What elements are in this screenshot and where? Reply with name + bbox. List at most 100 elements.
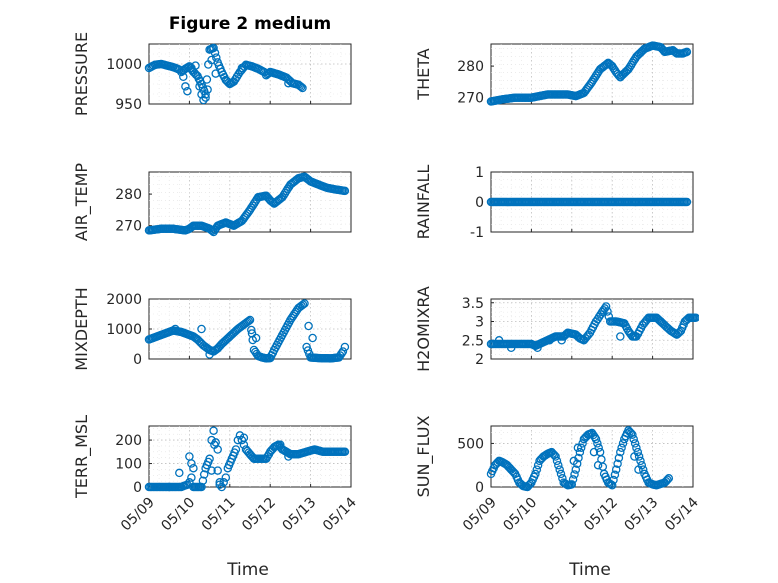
data-point	[340, 447, 350, 457]
data-point	[211, 69, 220, 78]
data-point	[191, 61, 200, 70]
y-tick-label: 2	[475, 352, 484, 368]
data-point	[268, 198, 278, 207]
x-tick-label: 05/14	[320, 494, 360, 534]
series-mixdepth	[144, 299, 350, 363]
data-point	[618, 439, 628, 448]
data-point	[340, 186, 350, 196]
data-point	[198, 476, 208, 485]
data-point	[213, 445, 222, 454]
data-point	[567, 480, 577, 489]
data-point	[611, 465, 621, 474]
data-point	[569, 456, 579, 466]
subplot-sun_flux: 0 500 05/09 05/10 05/11 05/12 05/13 05/14 SUN_FL…	[414, 416, 702, 580]
data-point	[282, 186, 291, 196]
data-point	[213, 466, 222, 475]
data-point	[630, 439, 640, 448]
y-tick-label: 3	[475, 315, 484, 331]
data-point	[231, 445, 241, 454]
data-point	[245, 205, 255, 215]
data-point	[239, 433, 249, 442]
figure-title: Figure 2 medium	[169, 14, 331, 34]
data-point	[340, 342, 350, 352]
y-axis-label: TERR_MSL	[72, 415, 92, 499]
data-point	[201, 90, 210, 99]
data-point	[207, 55, 216, 65]
subplot-rainfall: -1 0 1 RAINFALL	[414, 165, 694, 241]
y-axis-label: H2OMIXRA	[414, 286, 433, 372]
data-point	[593, 460, 603, 470]
series-rainfall	[486, 197, 692, 207]
y-axis-label: AIR_TEMP	[72, 163, 92, 241]
data-point	[634, 452, 644, 461]
data-point	[591, 434, 601, 444]
data-point	[614, 453, 624, 463]
data-point	[251, 333, 261, 343]
x-tick-label: 05/12	[581, 495, 621, 535]
data-point	[607, 481, 617, 490]
data-point	[183, 86, 192, 96]
subplot-air_temp: 270 280 AIR_TEMP	[72, 163, 352, 241]
data-point	[247, 325, 256, 335]
data-point	[638, 465, 648, 474]
data-point	[205, 350, 214, 359]
x-axis-label: Time	[568, 560, 611, 580]
data-point	[573, 443, 583, 453]
data-point	[630, 452, 639, 461]
axes-box-h2omixra	[490, 298, 694, 360]
data-point	[248, 201, 257, 210]
data-point	[175, 468, 184, 478]
data-point	[602, 59, 612, 69]
y-axis-label: SUN_FLUX	[414, 416, 434, 498]
data-point	[164, 482, 174, 492]
data-point	[199, 470, 209, 479]
data-point	[245, 315, 255, 325]
x-tick-label: 05/09	[460, 495, 500, 535]
data-point	[509, 468, 519, 477]
data-point	[557, 336, 566, 345]
data-point	[629, 56, 638, 66]
data-point	[185, 452, 194, 461]
data-point	[682, 47, 692, 57]
data-point	[278, 193, 287, 202]
series-h2omixra	[486, 302, 699, 353]
y-tick-label: 950	[115, 97, 142, 113]
data-point	[189, 463, 198, 473]
data-point	[237, 435, 247, 445]
y-tick-label: 2000	[106, 292, 142, 308]
data-point	[555, 465, 564, 474]
y-tick-label: 0	[133, 480, 142, 496]
y-tick-label: 0	[475, 480, 484, 496]
y-tick-label: 100	[115, 457, 142, 473]
data-point	[221, 473, 231, 482]
data-point	[298, 83, 307, 93]
data-point	[606, 480, 616, 489]
data-point	[568, 475, 578, 484]
subplot-terr_msl: 0 100 200 05/09 05/10 05/11 05/12 05/13 05/14 TER…	[72, 415, 360, 580]
y-axis-label: PRESSURE	[72, 32, 91, 116]
x-axis-label: Time	[226, 560, 269, 580]
data-point	[195, 82, 204, 91]
data-point	[209, 227, 218, 237]
subplot-mixdepth: 0 1000 2000 MIXDEPTH	[72, 287, 352, 371]
data-point	[636, 456, 645, 466]
data-point	[300, 299, 309, 308]
data-point	[656, 317, 665, 326]
y-tick-label: 270	[115, 219, 142, 235]
data-point	[545, 336, 554, 345]
data-point	[276, 440, 285, 450]
data-point	[197, 324, 206, 334]
data-point	[575, 447, 585, 457]
y-axis-label: THETA	[414, 48, 433, 100]
data-point	[205, 454, 214, 464]
data-point	[625, 62, 634, 72]
data-point	[609, 63, 618, 73]
data-point	[589, 75, 598, 85]
data-point	[207, 435, 216, 445]
series-sun_flux	[486, 426, 674, 492]
x-tick-label: 05/12	[239, 495, 279, 535]
data-point	[554, 460, 563, 470]
data-point	[673, 329, 683, 338]
data-point	[215, 480, 224, 489]
y-tick-label: 500	[457, 436, 484, 452]
